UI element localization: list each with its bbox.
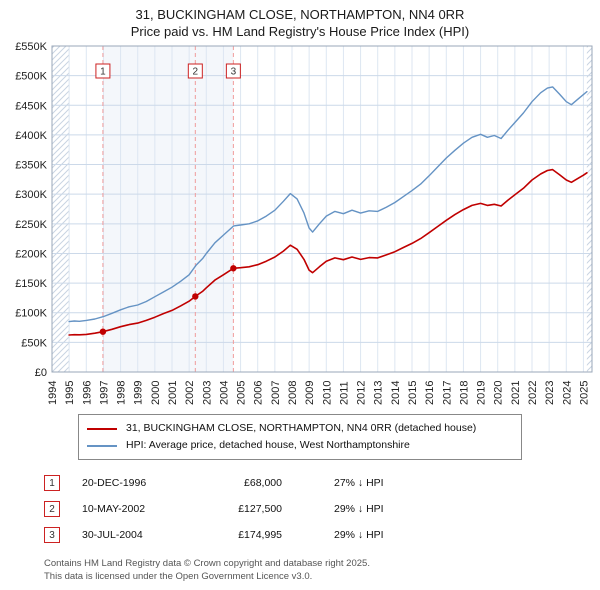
transaction-price: £174,995: [238, 529, 282, 541]
svg-text:2004: 2004: [218, 381, 230, 405]
svg-text:2014: 2014: [390, 381, 402, 405]
svg-text:2023: 2023: [544, 381, 556, 405]
svg-text:2016: 2016: [424, 381, 436, 405]
svg-text:£550K: £550K: [15, 41, 47, 53]
legend-item-hpi: HPI: Average price, detached house, West…: [87, 437, 513, 454]
price-chart-svg: £0 £50K £100K £150K £200K £250K £300K £350K £400…: [15, 41, 593, 405]
footer-line-1: Contains HM Land Registry data © Crown c…: [44, 558, 370, 569]
svg-text:£250K: £250K: [15, 219, 47, 231]
svg-text:2024: 2024: [561, 381, 573, 405]
footer-line-2: This data is licensed under the Open Gov…: [44, 570, 313, 582]
svg-text:2000: 2000: [150, 381, 162, 405]
table-row: 1 20-DEC-1996 £68,000 27% ↓ HPI: [44, 470, 600, 496]
svg-text:2001: 2001: [167, 381, 179, 405]
svg-text:2011: 2011: [338, 381, 350, 405]
header: 31, BUCKINGHAM CLOSE, NORTHAMPTON, NN4 0…: [0, 0, 600, 40]
page-title: 31, BUCKINGHAM CLOSE, NORTHAMPTON, NN4 0…: [135, 7, 465, 22]
transaction-marker-3: 3: [44, 527, 60, 543]
svg-text:1999: 1999: [133, 381, 145, 405]
svg-text:2025: 2025: [578, 381, 590, 405]
svg-text:2015: 2015: [407, 381, 419, 405]
property-line-swatch: [87, 427, 117, 430]
svg-text:£450K: £450K: [15, 100, 47, 112]
svg-text:£150K: £150K: [15, 278, 47, 290]
transaction-price: £68,000: [244, 477, 282, 489]
svg-text:£400K: £400K: [15, 130, 47, 142]
legend: 31, BUCKINGHAM CLOSE, NORTHAMPTON, NN4 0…: [78, 414, 522, 460]
page-subtitle: Price paid vs. HM Land Registry's House …: [130, 24, 470, 39]
legend-label: HPI: Average price, detached house, West…: [126, 439, 410, 451]
license-footer: Contains HM Land Registry data © Crown c…: [44, 558, 600, 583]
svg-text:£0: £0: [35, 367, 47, 379]
svg-text:1: 1: [100, 67, 106, 78]
svg-text:2022: 2022: [527, 381, 539, 405]
transaction-price: £127,500: [238, 503, 282, 515]
table-row: 2 10-MAY-2002 £127,500 29% ↓ HPI: [44, 496, 600, 522]
svg-text:£50K: £50K: [21, 337, 47, 349]
svg-text:2005: 2005: [236, 381, 248, 405]
transaction-hpi-delta: 29% ↓ HPI: [334, 529, 384, 541]
svg-text:2019: 2019: [476, 381, 488, 405]
svg-text:2008: 2008: [287, 381, 299, 405]
svg-text:2018: 2018: [458, 381, 470, 405]
svg-text:2009: 2009: [304, 381, 316, 405]
transaction-date: 30-JUL-2004: [82, 529, 143, 541]
svg-text:2002: 2002: [184, 381, 196, 405]
transaction-marker-1: 1: [44, 475, 60, 491]
svg-text:£500K: £500K: [15, 71, 47, 83]
legend-item-property: 31, BUCKINGHAM CLOSE, NORTHAMPTON, NN4 0…: [87, 420, 513, 437]
svg-text:1997: 1997: [98, 381, 110, 405]
transactions-table: 1 20-DEC-1996 £68,000 27% ↓ HPI 2 10-MAY…: [44, 470, 600, 548]
svg-text:£100K: £100K: [15, 308, 47, 320]
svg-text:2: 2: [193, 67, 199, 78]
svg-text:3: 3: [231, 67, 237, 78]
svg-text:2006: 2006: [253, 381, 265, 405]
price-chart: £0 £50K £100K £150K £200K £250K £300K £350K £400…: [0, 40, 600, 412]
svg-text:£200K: £200K: [15, 248, 47, 260]
svg-text:1996: 1996: [81, 381, 93, 405]
svg-text:2012: 2012: [356, 381, 368, 405]
legend-label: 31, BUCKINGHAM CLOSE, NORTHAMPTON, NN4 0…: [126, 422, 477, 434]
svg-text:2020: 2020: [493, 381, 505, 405]
table-row: 3 30-JUL-2004 £174,995 29% ↓ HPI: [44, 522, 600, 548]
transaction-date: 10-MAY-2002: [82, 503, 146, 515]
svg-text:£300K: £300K: [15, 189, 47, 201]
svg-text:2017: 2017: [441, 381, 453, 405]
transaction-hpi-delta: 27% ↓ HPI: [334, 477, 384, 489]
svg-text:2010: 2010: [321, 381, 333, 405]
svg-text:1994: 1994: [47, 381, 59, 405]
hpi-line-swatch: [87, 444, 117, 447]
svg-text:1998: 1998: [116, 381, 128, 405]
svg-text:2003: 2003: [201, 381, 213, 405]
transaction-date: 20-DEC-1996: [82, 477, 147, 489]
svg-text:1995: 1995: [64, 381, 76, 405]
svg-text:2013: 2013: [373, 381, 385, 405]
svg-text:2021: 2021: [510, 381, 522, 405]
svg-text:£350K: £350K: [15, 160, 47, 172]
svg-text:2007: 2007: [270, 381, 282, 405]
transaction-marker-2: 2: [44, 501, 60, 517]
transaction-hpi-delta: 29% ↓ HPI: [334, 503, 384, 515]
